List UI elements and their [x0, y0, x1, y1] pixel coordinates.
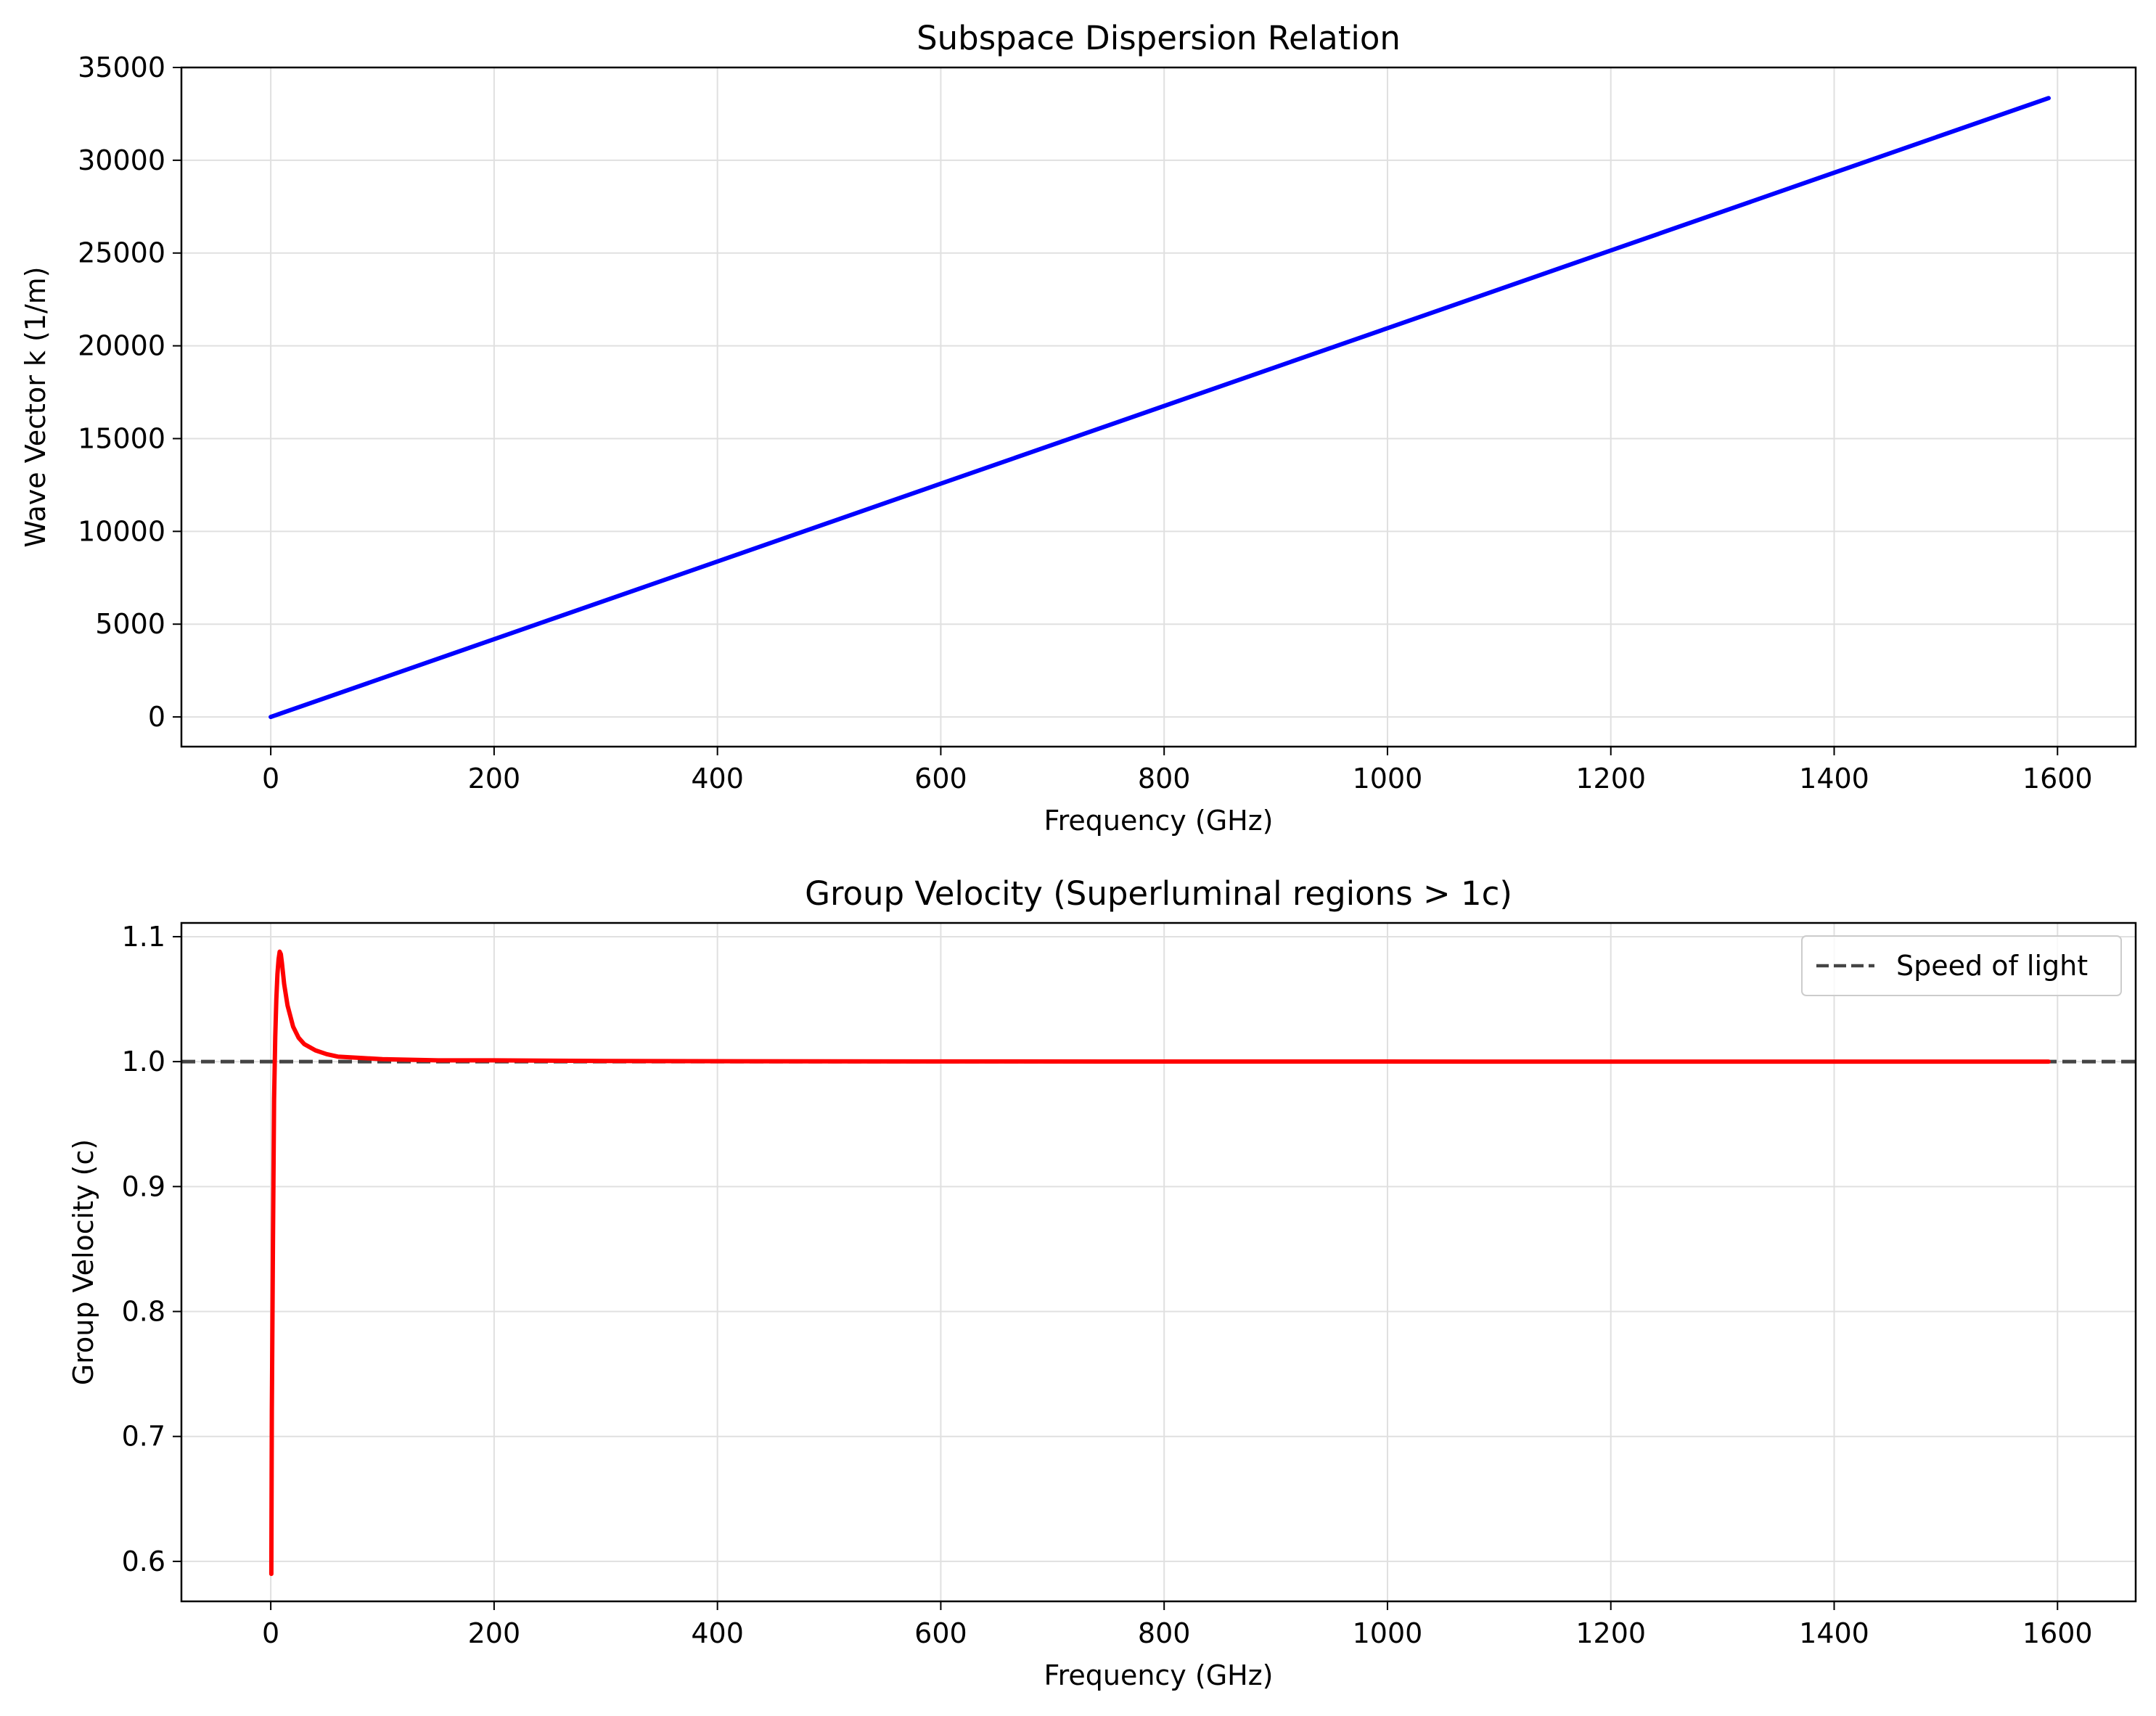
- ticks: 0 200 400 600 800 1000 1200 1400 1600 0.6 0.7 0.8 0.…: [122, 921, 2093, 1649]
- x-tick-label: 1600: [2022, 763, 2093, 795]
- x-tick-label: 1400: [1799, 1617, 1869, 1649]
- series-line-1: [269, 949, 2051, 1577]
- plot-data: [269, 96, 2051, 720]
- x-tick-label: 0: [262, 763, 279, 795]
- x-tick-label: 400: [691, 1617, 744, 1649]
- group-velocity-plot: 0 200 400 600 800 1000 1200 1400 1600 0.6 0.7 0.8 0.…: [67, 874, 2137, 1691]
- x-tick-label: 1200: [1575, 763, 1646, 795]
- y-tick-label: 15000: [78, 422, 165, 454]
- y-axis-label: Wave Vector k (1/m): [20, 266, 52, 547]
- y-tick-label: 1.1: [122, 921, 165, 953]
- x-tick-label: 1000: [1353, 1617, 1423, 1649]
- x-tick-label: 1000: [1353, 763, 1423, 795]
- x-tick-label: 200: [468, 1617, 521, 1649]
- y-tick-label: 10000: [78, 515, 165, 547]
- legend-label-speed-of-light: Speed of light: [1896, 950, 2088, 982]
- x-tick-label: 800: [1138, 1617, 1191, 1649]
- x-tick-label: 400: [691, 763, 744, 795]
- ticks: 0 200 400 600 800 1000 1200 1400 1600 0 5000 10000 1…: [78, 52, 2093, 795]
- y-tick-label: 0.8: [122, 1296, 165, 1328]
- y-tick-label: 0.7: [122, 1421, 165, 1453]
- dispersion-plot: 0 200 400 600 800 1000 1200 1400 1600 0 5000 10000 1…: [20, 19, 2137, 837]
- y-tick-label: 5000: [95, 608, 165, 640]
- x-tick-label: 0: [262, 1617, 279, 1649]
- y-tick-label: 35000: [78, 52, 165, 83]
- x-axis-label: Frequency (GHz): [1044, 1659, 1273, 1691]
- legend: Speed of light: [1801, 935, 2122, 996]
- series-line-1: [269, 96, 2051, 720]
- plot-data: [181, 949, 2136, 1577]
- y-tick-label: 25000: [78, 237, 165, 269]
- y-tick-label: 30000: [78, 144, 165, 176]
- x-tick-label: 600: [914, 1617, 967, 1649]
- axes-frame: [180, 66, 2137, 748]
- axes-frame: [180, 921, 2137, 1603]
- chart-title: Subspace Dispersion Relation: [917, 19, 1401, 57]
- x-axis-label: Frequency (GHz): [1044, 805, 1273, 837]
- y-tick-label: 0: [148, 701, 165, 733]
- y-axis-label: Group Velocity (c): [67, 1139, 99, 1385]
- x-tick-label: 800: [1138, 763, 1191, 795]
- x-tick-label: 200: [468, 763, 521, 795]
- y-tick-label: 0.9: [122, 1170, 165, 1202]
- y-tick-label: 0.6: [122, 1545, 165, 1577]
- legend-box: [1801, 935, 2122, 996]
- x-tick-label: 1400: [1799, 763, 1869, 795]
- chart-title: Group Velocity (Superluminal regions > 1…: [805, 874, 1512, 913]
- x-tick-label: 1600: [2022, 1617, 2093, 1649]
- x-tick-label: 1200: [1575, 1617, 1646, 1649]
- y-tick-label: 1.0: [122, 1046, 165, 1077]
- y-tick-label: 20000: [78, 330, 165, 362]
- x-tick-label: 600: [914, 763, 967, 795]
